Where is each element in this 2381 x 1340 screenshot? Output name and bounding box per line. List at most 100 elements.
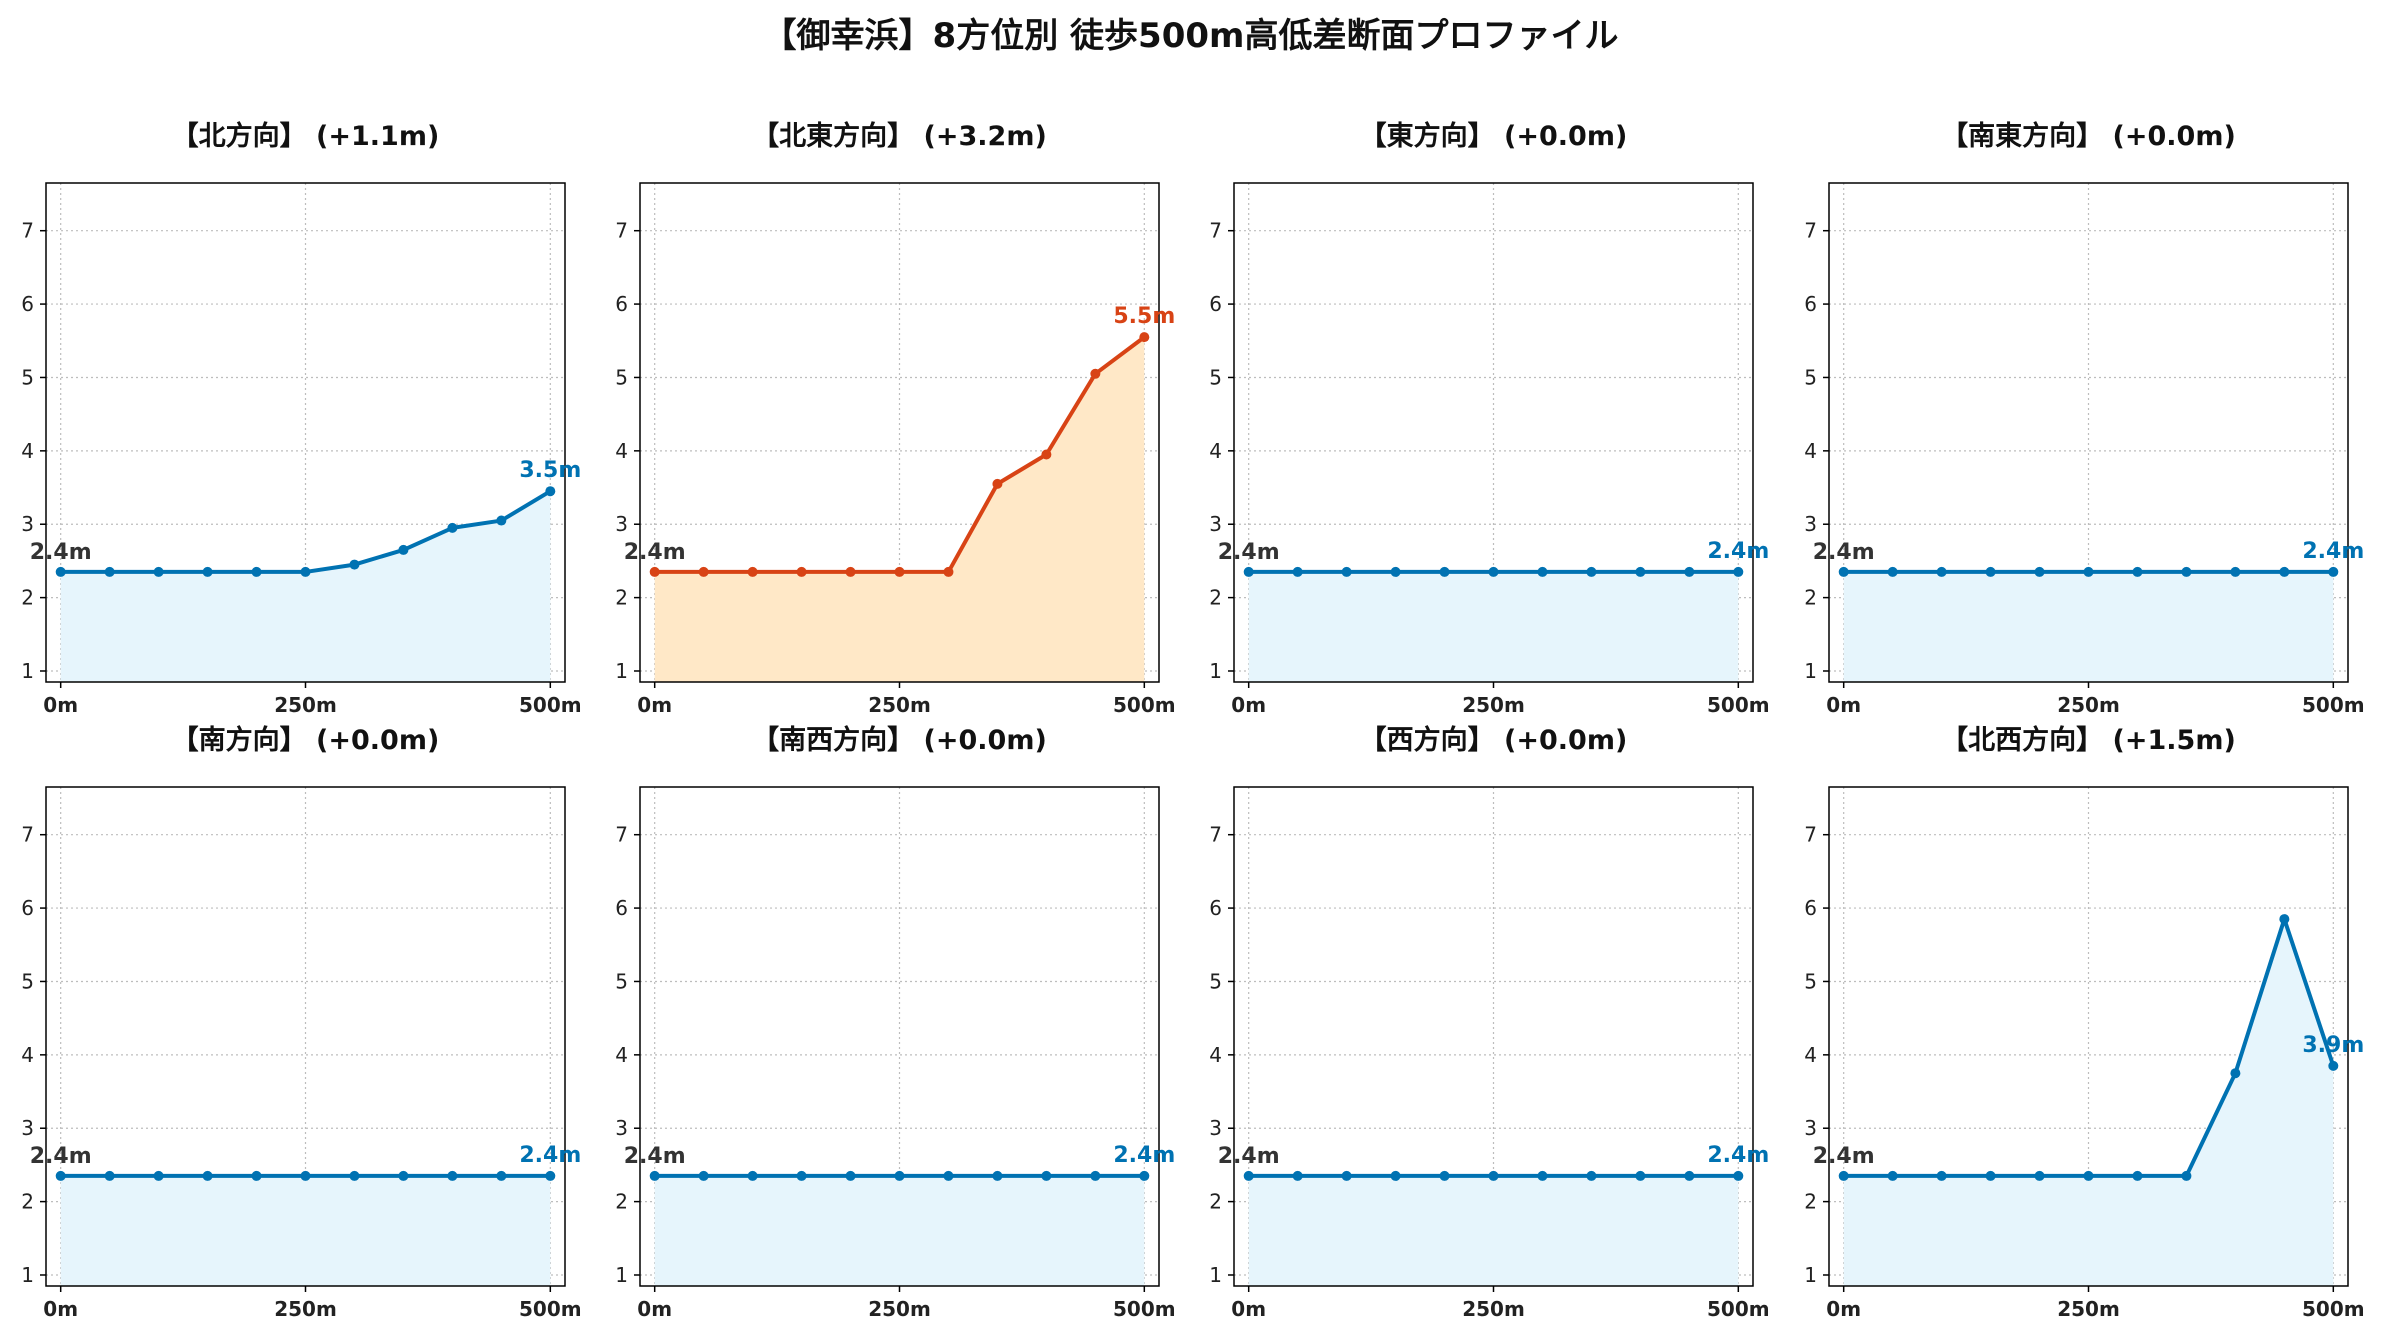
y-tick-label: 4 — [21, 1043, 34, 1067]
y-tick-label: 3 — [1804, 1116, 1817, 1140]
end-elevation-label: 5.5m — [1113, 304, 1175, 329]
x-tick-label: 0m — [637, 1297, 672, 1321]
y-tick-label: 5 — [1804, 969, 1817, 993]
y-tick-label: 4 — [615, 1043, 628, 1067]
data-point — [2132, 566, 2143, 577]
area-fill — [1843, 919, 2334, 1286]
y-tick-label: 5 — [21, 969, 34, 993]
data-point — [1341, 1170, 1352, 1181]
data-point — [398, 1170, 409, 1181]
data-point — [1292, 1170, 1303, 1181]
data-point — [747, 566, 758, 577]
subplot-8: 【北西方向】 (+1.5m) 1 2 3 4 5 6 7 0m 250m 500m 2.4m 3.9m — [1804, 724, 2364, 1321]
x-tick-label: 500m — [2302, 1297, 2365, 1321]
x-tick-label: 500m — [519, 1297, 582, 1321]
x-tick-label: 250m — [2057, 693, 2120, 717]
data-point — [2328, 1060, 2339, 1071]
y-tick-label: 1 — [1804, 659, 1817, 683]
y-tick-label: 7 — [21, 219, 34, 243]
data-point — [545, 486, 556, 497]
y-tick-label: 1 — [615, 1263, 628, 1287]
data-point — [1887, 1170, 1898, 1181]
data-point — [1838, 566, 1849, 577]
y-tick-label: 1 — [21, 1263, 34, 1287]
subplot-title: 【東方向】 (+0.0m) — [1360, 120, 1628, 152]
y-tick-label: 3 — [21, 1116, 34, 1140]
data-point — [496, 515, 507, 526]
start-elevation-label: 2.4m — [30, 540, 92, 565]
y-tick-label: 3 — [21, 512, 34, 536]
data-point — [1635, 566, 1646, 577]
y-tick-label: 2 — [615, 586, 628, 610]
y-tick-label: 3 — [615, 512, 628, 536]
y-tick-label: 1 — [21, 659, 34, 683]
data-point — [153, 566, 164, 577]
end-elevation-label: 2.4m — [1113, 1143, 1175, 1168]
data-point — [1635, 1170, 1646, 1181]
y-tick-label: 1 — [1209, 659, 1222, 683]
subplot-title: 【南東方向】 (+0.0m) — [1941, 120, 2236, 152]
data-point — [2181, 566, 2192, 577]
data-point — [349, 559, 360, 570]
end-elevation-label: 2.4m — [1707, 539, 1769, 564]
y-tick-label: 5 — [1209, 365, 1222, 389]
y-tick-label: 1 — [615, 659, 628, 683]
x-tick-label: 250m — [868, 693, 931, 717]
data-point — [698, 1170, 709, 1181]
y-tick-label: 4 — [21, 439, 34, 463]
data-point — [202, 1170, 213, 1181]
x-tick-label: 0m — [43, 1297, 78, 1321]
y-tick-label: 7 — [615, 219, 628, 243]
x-tick-label: 250m — [868, 1297, 931, 1321]
subplot-3: 【東方向】 (+0.0m) 1 2 3 4 5 6 7 0m 250m 500m 2.4m 2.4m — [1209, 120, 1769, 717]
data-point — [1341, 566, 1352, 577]
x-tick-label: 0m — [1231, 693, 1266, 717]
data-point — [55, 1170, 66, 1181]
y-tick-label: 2 — [1804, 586, 1817, 610]
data-point — [55, 566, 66, 577]
data-point — [1488, 566, 1499, 577]
start-elevation-label: 2.4m — [1218, 1144, 1280, 1169]
data-point — [496, 1170, 507, 1181]
start-elevation-label: 2.4m — [1218, 540, 1280, 565]
data-point — [649, 1170, 660, 1181]
x-tick-label: 0m — [637, 693, 672, 717]
end-elevation-label: 2.4m — [519, 1143, 581, 1168]
data-point — [894, 1170, 905, 1181]
area-fill — [654, 337, 1145, 682]
y-tick-label: 1 — [1804, 1263, 1817, 1287]
data-point — [2083, 566, 2094, 577]
x-tick-label: 250m — [274, 1297, 337, 1321]
data-point — [251, 566, 262, 577]
data-point — [1090, 1170, 1101, 1181]
data-point — [300, 1170, 311, 1181]
data-point — [747, 1170, 758, 1181]
x-tick-label: 0m — [1231, 1297, 1266, 1321]
data-point — [1390, 1170, 1401, 1181]
data-point — [251, 1170, 262, 1181]
data-point — [943, 566, 954, 577]
end-elevation-label: 3.5m — [519, 458, 581, 483]
data-point — [1139, 1170, 1150, 1181]
y-tick-label: 4 — [1804, 1043, 1817, 1067]
y-tick-label: 7 — [21, 823, 34, 847]
data-point — [1090, 368, 1101, 379]
x-tick-label: 250m — [2057, 1297, 2120, 1321]
data-point — [992, 1170, 1003, 1181]
data-point — [894, 566, 905, 577]
start-elevation-label: 2.4m — [30, 1144, 92, 1169]
y-tick-label: 6 — [615, 896, 628, 920]
y-tick-label: 4 — [1804, 439, 1817, 463]
data-point — [1243, 1170, 1254, 1181]
x-tick-label: 250m — [274, 693, 337, 717]
data-point — [1936, 1170, 1947, 1181]
data-point — [1537, 566, 1548, 577]
area-fill — [654, 1175, 1145, 1286]
data-point — [649, 566, 660, 577]
x-tick-label: 500m — [1707, 1297, 1770, 1321]
y-tick-label: 6 — [1804, 292, 1817, 316]
y-tick-label: 7 — [1804, 823, 1817, 847]
data-point — [1838, 1170, 1849, 1181]
data-point — [1586, 1170, 1597, 1181]
data-point — [1439, 1170, 1450, 1181]
